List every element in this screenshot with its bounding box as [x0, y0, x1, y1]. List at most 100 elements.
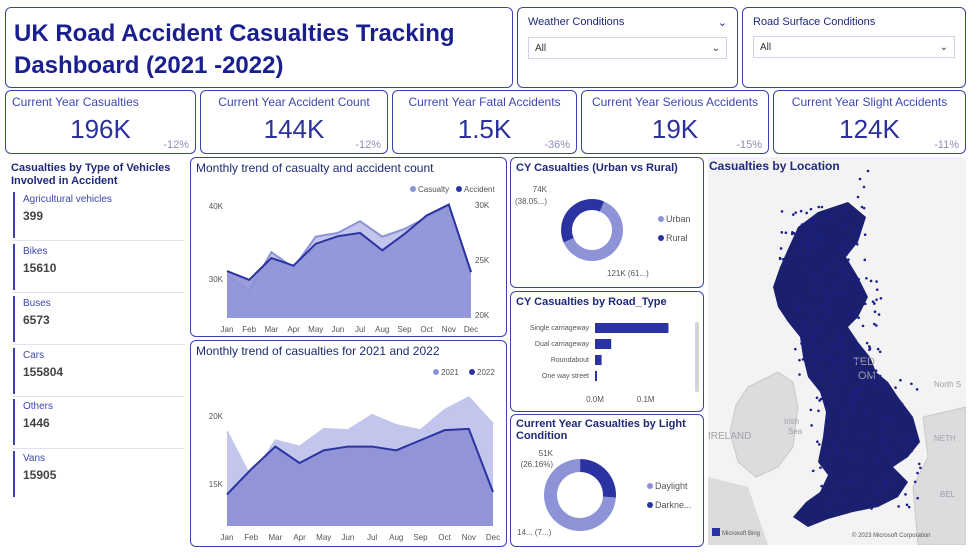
map-point	[808, 276, 812, 280]
map-point	[875, 280, 878, 283]
map-point	[807, 251, 810, 254]
map-point	[881, 440, 884, 444]
map-point	[887, 450, 890, 454]
vehicle-card[interactable]: Buses 6573	[13, 296, 185, 342]
legend-label: 2021	[441, 368, 459, 377]
map-point	[809, 207, 813, 211]
bar	[595, 371, 598, 381]
map-point	[784, 231, 788, 234]
legend-marker	[658, 235, 664, 241]
map-point	[795, 303, 799, 306]
vehicle-card[interactable]: Others 1446	[13, 399, 185, 445]
kpi-value: 144K	[263, 114, 325, 144]
map-point	[911, 439, 914, 442]
road-surface-dropdown[interactable]: All ⌄	[753, 36, 955, 58]
map-point	[873, 310, 877, 314]
map-point	[809, 408, 813, 412]
map-point	[852, 407, 855, 411]
map-point	[879, 296, 883, 300]
road-surface-slicer-label: Road Surface Conditions	[753, 16, 876, 28]
map-point	[862, 206, 866, 210]
legend-label: Rural	[666, 233, 688, 243]
map-point	[913, 480, 917, 484]
vehicle-value: 1446	[23, 416, 50, 430]
map-point	[778, 257, 782, 261]
y-category-label: Single carriageway	[530, 325, 590, 332]
y-tick-label: 40K	[209, 202, 224, 211]
map-point	[876, 503, 879, 507]
map-point	[819, 277, 822, 280]
map-point	[900, 402, 904, 406]
map-point	[823, 436, 826, 439]
kpi-casualties: Current Year Casualties 196K -12%	[5, 90, 196, 154]
map-point	[905, 410, 908, 413]
map-point	[819, 466, 822, 470]
donut-chart-svg: 51K (26.16%) 14... (7...) Daylight Darkne...	[517, 449, 692, 537]
map-point	[882, 387, 885, 391]
map-point	[799, 241, 803, 245]
y-tick-label: 30K	[209, 275, 224, 284]
map-point	[824, 306, 828, 309]
great-britain-density	[773, 202, 920, 527]
map-point	[853, 338, 857, 342]
map-point	[863, 258, 867, 262]
map-point	[862, 185, 866, 189]
map-point	[910, 449, 913, 453]
map-point	[883, 481, 886, 485]
map-point	[917, 462, 921, 466]
map-point	[794, 211, 798, 214]
map-label: IRELAND	[708, 431, 751, 442]
weather-slicer[interactable]: Weather Conditions ⌄ All ⌄	[517, 7, 738, 88]
ireland-south-landmass	[708, 477, 768, 545]
vehicles-panel: Casualties by Type of Vehicles Involved …	[5, 158, 188, 548]
map-point	[871, 378, 875, 381]
series-area-2022	[227, 428, 493, 526]
legend-marker	[658, 216, 664, 222]
map-point	[875, 298, 878, 301]
scrollbar[interactable]	[695, 322, 699, 392]
map-point	[839, 246, 843, 250]
x-tick-label: Oct	[420, 325, 433, 334]
vehicle-card[interactable]: Cars 155804	[13, 348, 185, 394]
map-attribution-left: Microsoft Bing	[722, 531, 760, 537]
map-point	[866, 169, 870, 173]
kpi-value: 1.5K	[457, 114, 512, 144]
map-point	[844, 430, 847, 434]
data-label: 51K	[539, 449, 554, 458]
map-point	[834, 494, 837, 497]
map-label: Sea	[788, 427, 803, 436]
map-point	[816, 440, 819, 444]
map-point	[894, 386, 897, 389]
vehicle-card[interactable]: Bikes 15610	[13, 244, 185, 290]
map-point	[862, 379, 866, 383]
bar	[595, 339, 612, 349]
map-point	[869, 279, 873, 283]
weather-dropdown[interactable]: All ⌄	[528, 37, 727, 59]
map-title: Casualties by Location	[709, 159, 840, 173]
vehicle-card[interactable]: Agricultural vehicles 399	[13, 192, 185, 238]
map-point	[863, 302, 867, 306]
series-line-Accident	[226, 203, 472, 281]
map-point	[841, 379, 845, 383]
map-point	[831, 441, 835, 445]
map-point	[858, 362, 862, 365]
map-attribution-right: © 2023 Microsoft Corporation	[852, 532, 930, 539]
map-point	[813, 351, 817, 355]
chevron-down-icon[interactable]: ⌄	[717, 17, 727, 29]
legend-marker	[410, 186, 416, 192]
location-map[interactable]: TED OM IRELAND Irish Sea North S NETH BE…	[708, 157, 966, 545]
map-point	[817, 409, 820, 413]
map-point	[815, 355, 818, 359]
map-svg[interactable]: TED OM IRELAND Irish Sea North S NETH BE…	[708, 157, 966, 545]
map-point	[905, 437, 908, 440]
map-point	[873, 322, 876, 326]
y2-tick-label: 30K	[475, 201, 490, 210]
map-point	[838, 483, 841, 487]
map-point	[796, 232, 800, 235]
vehicle-card[interactable]: Vans 15905	[13, 451, 185, 497]
map-point	[878, 350, 882, 354]
vehicle-value: 15610	[23, 261, 57, 275]
map-point	[854, 359, 857, 363]
map-point	[831, 345, 835, 349]
road-surface-slicer[interactable]: Road Surface Conditions All ⌄	[742, 7, 966, 88]
